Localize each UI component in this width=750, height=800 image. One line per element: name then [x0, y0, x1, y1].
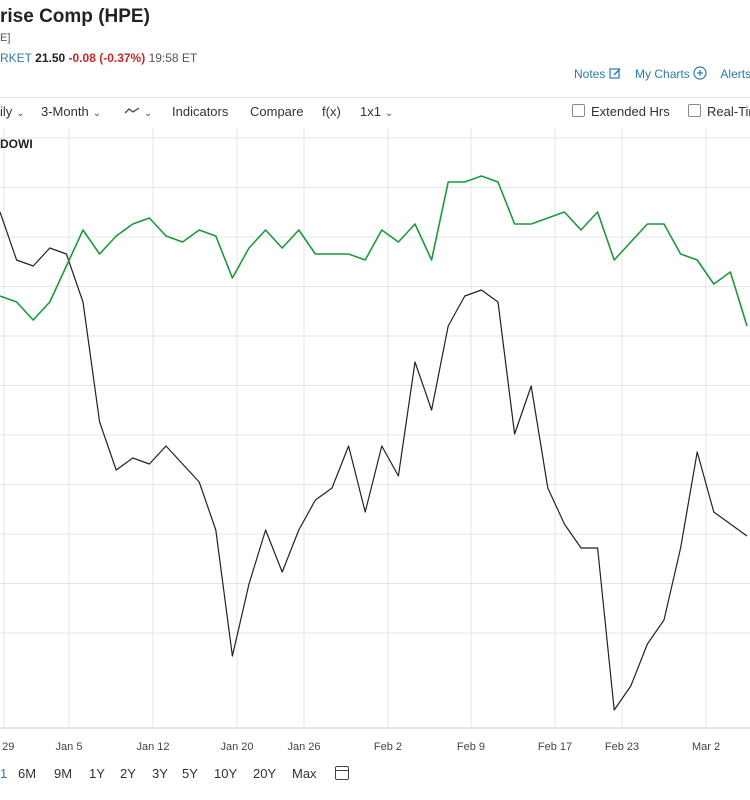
x-tick-label: Feb 9: [457, 741, 485, 753]
range-button-1[interactable]: 1: [0, 766, 8, 781]
my-charts-link[interactable]: My Charts: [635, 66, 707, 81]
chart-legend-label: DOWI: [0, 137, 33, 151]
plus-circle-icon: [693, 66, 707, 80]
range-button-1y[interactable]: 1Y: [89, 766, 105, 781]
real-time-toggle[interactable]: Real-Tim: [688, 104, 750, 119]
line-chart-icon: [124, 107, 140, 114]
range-button-6m[interactable]: 6M: [18, 766, 37, 781]
x-tick-label: Jan 12: [136, 741, 169, 753]
range-button-9m[interactable]: 9M: [54, 766, 73, 781]
chart-series: [0, 175, 748, 711]
chart-type-select[interactable]: ⌄: [124, 104, 152, 119]
indicators-button[interactable]: Indicators: [172, 104, 229, 119]
checkbox-icon: [688, 104, 701, 117]
x-tick-label: Jan 26: [287, 741, 320, 753]
extended-hours-label: Extended Hrs: [591, 104, 670, 119]
layout-label: 1x1: [360, 104, 381, 119]
x-tick-label: Feb 17: [538, 741, 572, 753]
interval-select[interactable]: ily ⌄: [0, 104, 25, 119]
range-button-5y[interactable]: 5Y: [182, 766, 198, 781]
extended-hours-toggle[interactable]: Extended Hrs: [572, 104, 670, 119]
x-tick-label: Jan 5: [56, 741, 83, 753]
chart-toolbar: ily ⌄ 3-Month ⌄ ⌄ Indicators Compare f(x) …: [0, 97, 750, 126]
calendar-icon[interactable]: [335, 766, 349, 780]
series-line-1: [0, 211, 748, 711]
layout-select[interactable]: 1x1 ⌄: [360, 104, 393, 119]
period-select[interactable]: 3-Month ⌄: [41, 104, 101, 119]
alerts-link[interactable]: Alerts: [720, 67, 750, 81]
page-title: rise Comp (HPE): [0, 6, 150, 27]
x-tick-label: Jan 20: [220, 741, 253, 753]
price-chart[interactable]: c 29 Jan 5 Jan 12 Jan 20 Jan 26 Feb 2 Feb 9 Feb…: [0, 128, 750, 758]
interval-label: ily: [0, 104, 13, 119]
quote-price: 21.50: [35, 51, 66, 65]
edit-icon: [609, 68, 621, 79]
chart-grid: [0, 128, 750, 729]
x-tick-label: Mar 2: [692, 741, 720, 753]
series-line-2: [0, 175, 748, 327]
range-button-20y[interactable]: 20Y: [253, 766, 277, 781]
range-button-10y[interactable]: 10Y: [214, 766, 238, 781]
chevron-down-icon: ⌄: [16, 108, 25, 119]
range-button-max[interactable]: Max: [292, 766, 317, 781]
quote-session-label: RKET: [0, 51, 32, 65]
x-tick-label: Feb 2: [374, 741, 402, 753]
chevron-down-icon: ⌄: [144, 108, 153, 119]
quote-time: 19:58 ET: [148, 51, 198, 65]
range-button-2y[interactable]: 2Y: [120, 766, 136, 781]
range-button-3y[interactable]: 3Y: [152, 766, 168, 781]
chevron-down-icon: ⌄: [384, 108, 394, 119]
notes-link[interactable]: Notes: [574, 67, 622, 81]
quote-line: RKET 21.50 -0.08 (-0.37%) 19:58 ET: [0, 51, 197, 65]
checkbox-icon: [572, 104, 585, 117]
compare-button[interactable]: Compare: [250, 104, 304, 119]
x-tick-label: Feb 23: [605, 741, 639, 753]
function-button[interactable]: f(x): [322, 104, 341, 119]
notes-label: Notes: [574, 67, 606, 81]
my-charts-label: My Charts: [635, 67, 690, 81]
real-time-label: Real-Tim: [707, 104, 750, 119]
chevron-down-icon: ⌄: [92, 108, 102, 119]
quote-change: -0.08 (-0.37%): [68, 51, 146, 65]
x-tick-label: c 29: [0, 741, 14, 753]
exchange-label: E]: [0, 32, 11, 44]
period-label: 3-Month: [41, 104, 89, 119]
x-axis-ticks: c 29 Jan 5 Jan 12 Jan 20 Jan 26 Feb 2 Feb 9 Feb…: [0, 741, 720, 753]
chart-links: Notes My Charts Alerts: [574, 66, 750, 81]
